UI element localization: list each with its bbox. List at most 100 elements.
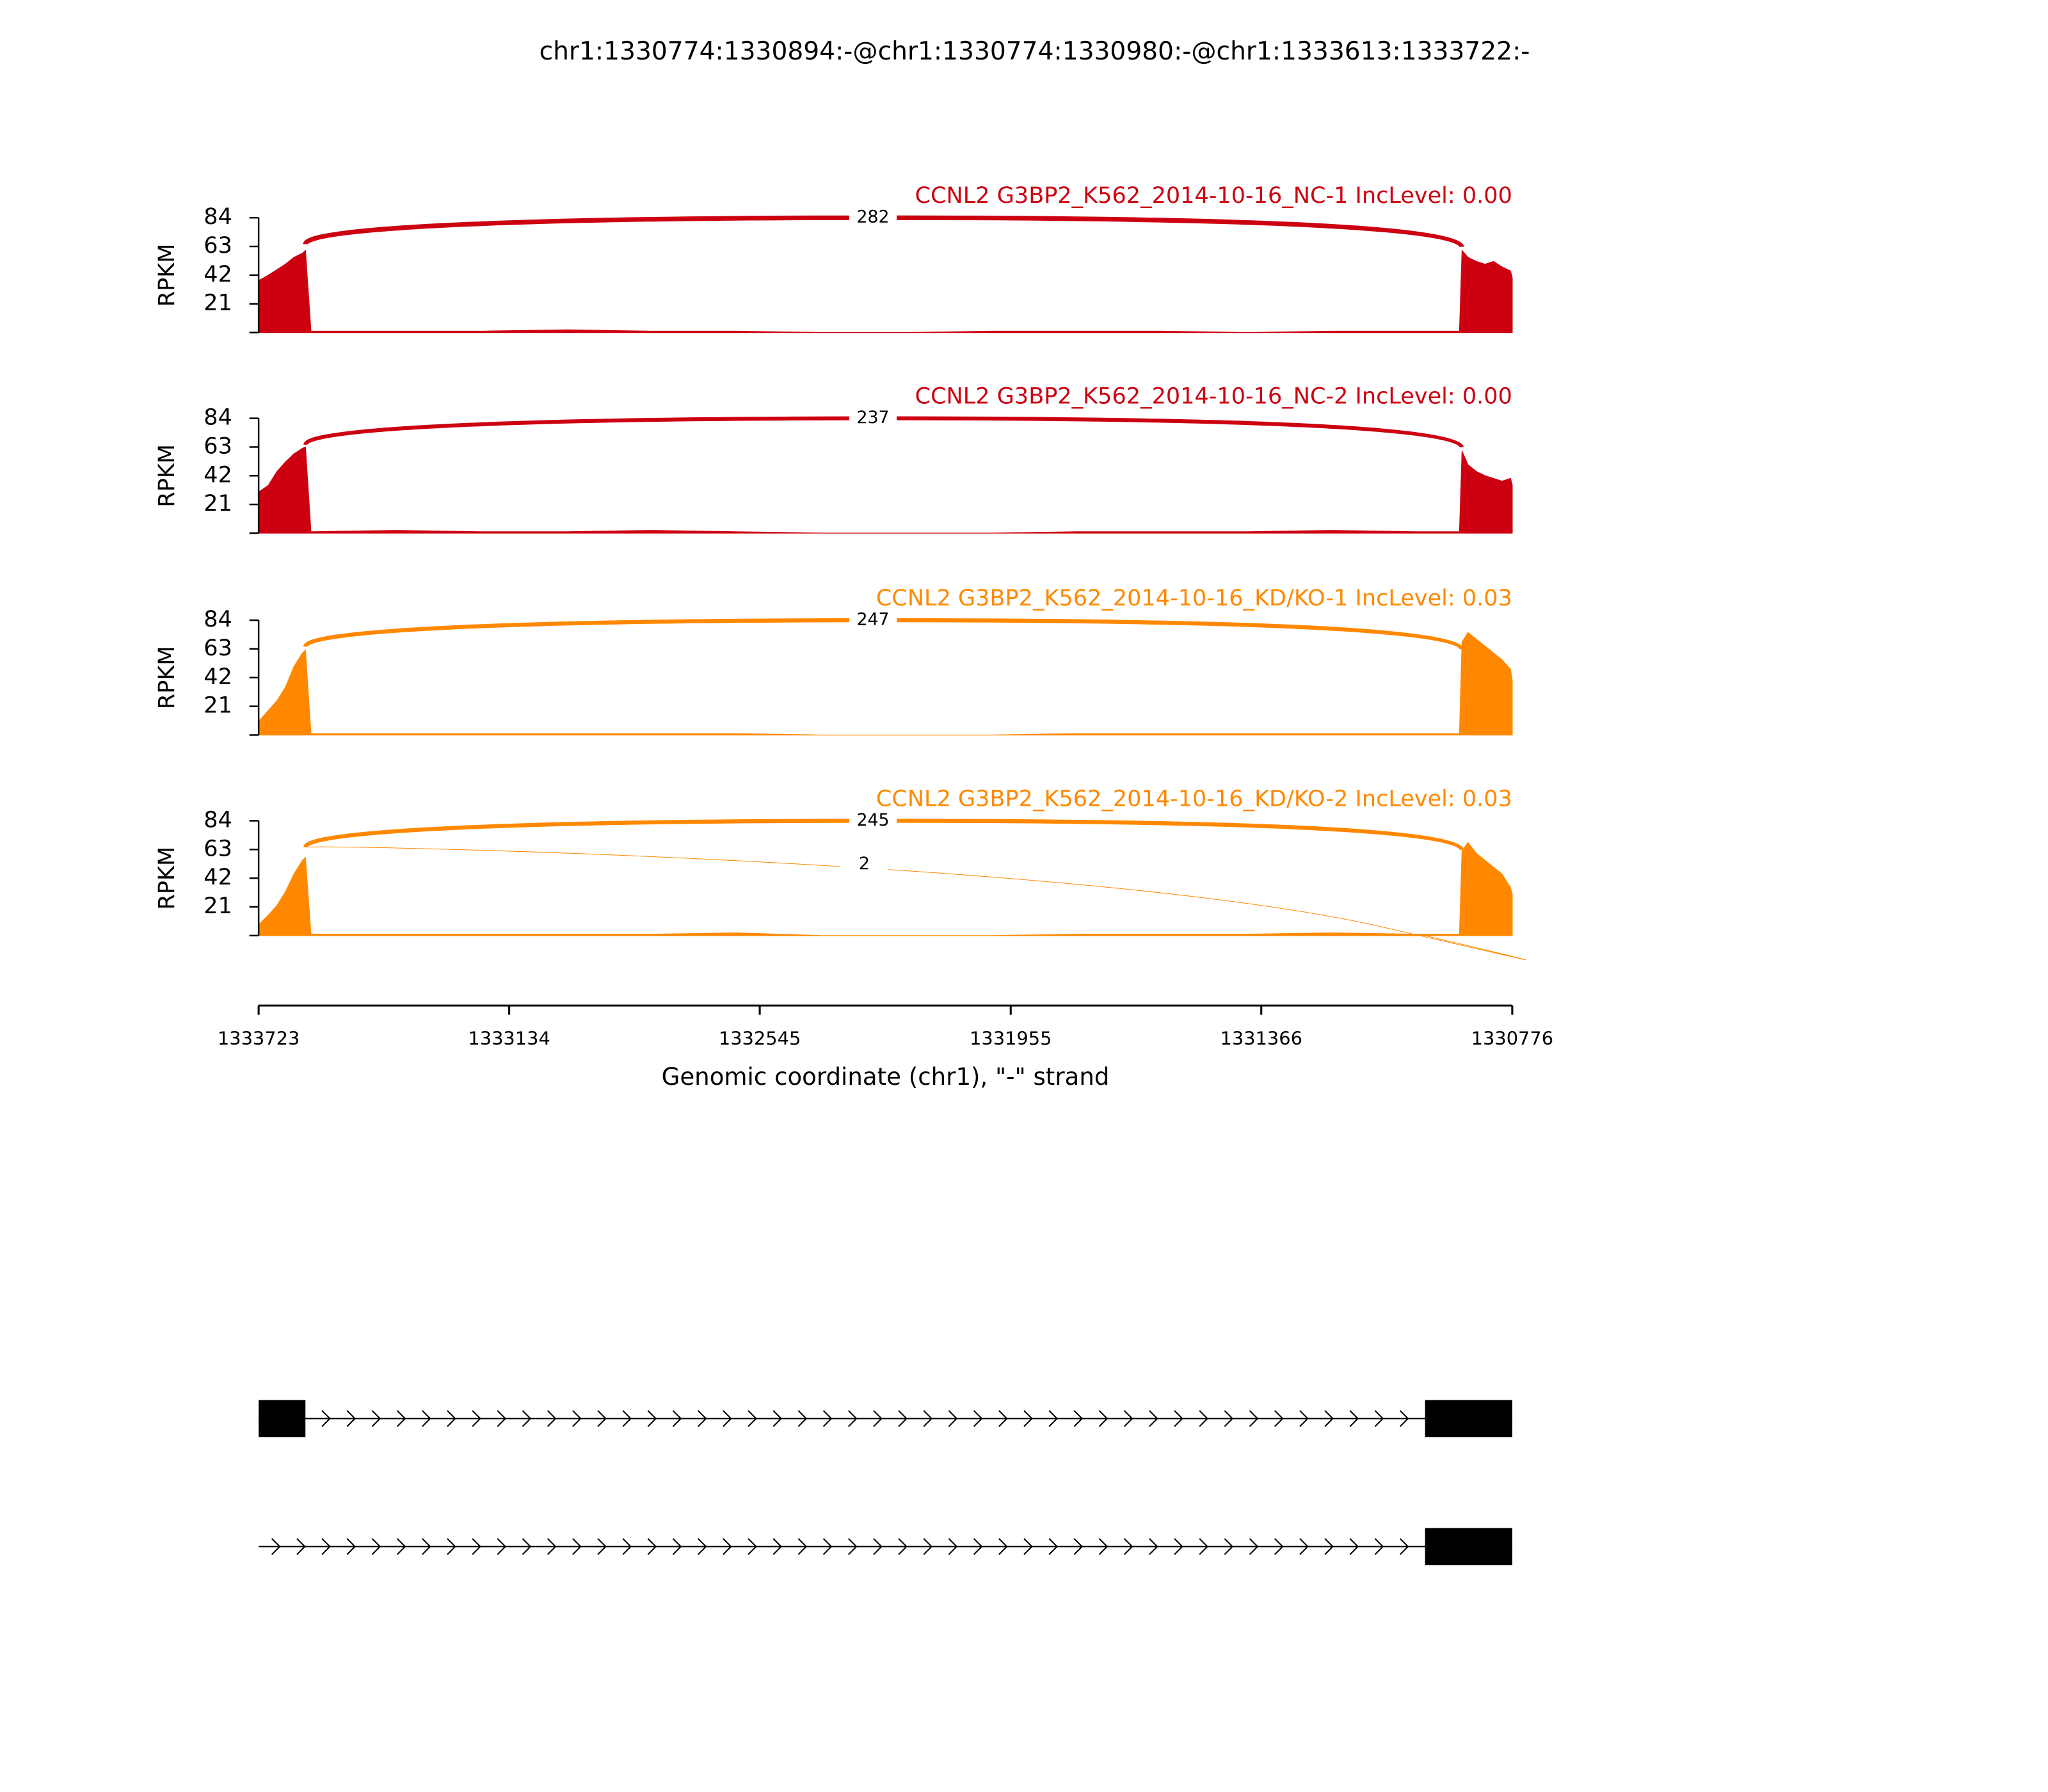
strand-arrow <box>1224 1538 1234 1555</box>
y-tick-label: 63 <box>204 433 232 459</box>
strand-arrow <box>998 1538 1008 1555</box>
strand-arrow <box>1023 1410 1033 1427</box>
strand-arrow <box>422 1538 431 1555</box>
strand-arrow <box>1048 1538 1059 1555</box>
panel-label: CCNL2 G3BP2_K562_2014-10-16_NC-1 IncLeve… <box>915 182 1512 209</box>
strand-arrow <box>597 1538 607 1555</box>
y-tick-label: 42 <box>204 864 232 890</box>
coverage-area <box>258 632 1513 736</box>
y-axis-label: RPKM <box>154 444 180 508</box>
junction-label-bg <box>849 812 897 830</box>
strand-arrow <box>497 1410 507 1427</box>
strand-arrow <box>497 1538 507 1555</box>
strand-arrow <box>346 1410 356 1427</box>
strand-arrow <box>873 1410 883 1427</box>
junction-label: 245 <box>856 810 889 830</box>
strand-arrow <box>1224 1410 1234 1427</box>
strand-arrow <box>447 1410 456 1427</box>
junction-arc <box>305 846 1526 961</box>
junction-label: 2 <box>859 854 870 874</box>
strand-arrow <box>1399 1538 1409 1555</box>
strand-arrow <box>1149 1410 1158 1427</box>
strand-arrow <box>1324 1410 1334 1427</box>
coverage-area <box>258 446 1513 534</box>
strand-arrow <box>371 1410 381 1427</box>
strand-arrow <box>998 1410 1008 1427</box>
strand-arrow <box>1299 1538 1309 1555</box>
strand-arrow <box>923 1538 933 1555</box>
y-tick-label: 63 <box>204 232 232 259</box>
strand-arrow <box>1249 1538 1259 1555</box>
strand-arrow <box>1048 1410 1059 1427</box>
strand-arrow <box>1299 1410 1309 1427</box>
y-axis-label: RPKM <box>154 244 180 307</box>
strand-arrow <box>1098 1538 1108 1555</box>
junction-label: 237 <box>856 408 889 428</box>
strand-arrow <box>1374 1538 1384 1555</box>
strand-arrow <box>1274 1538 1284 1555</box>
strand-arrow <box>1073 1410 1084 1427</box>
strand-arrow <box>898 1538 908 1555</box>
junction-label-bg <box>849 208 897 227</box>
strand-arrow <box>396 1538 406 1555</box>
y-tick-label: 21 <box>204 692 232 719</box>
strand-arrow <box>572 1410 582 1427</box>
strand-arrow <box>697 1538 707 1555</box>
strand-arrow <box>697 1410 707 1427</box>
strand-arrow <box>1149 1538 1158 1555</box>
y-tick-label: 42 <box>204 664 232 690</box>
strand-arrow <box>1399 1410 1409 1427</box>
strand-arrow <box>622 1410 632 1427</box>
x-tick-label: 1333134 <box>468 1028 550 1050</box>
x-tick-label: 1330776 <box>1471 1028 1554 1050</box>
exon <box>1425 1400 1512 1437</box>
y-tick-label: 21 <box>204 290 232 316</box>
strand-arrow <box>1174 1538 1183 1555</box>
panel-label: CCNL2 G3BP2_K562_2014-10-16_KD/KO-1 IncL… <box>876 585 1512 611</box>
strand-arrow <box>422 1410 431 1427</box>
strand-arrow <box>1199 1538 1209 1555</box>
x-tick-label: 1332545 <box>719 1028 801 1050</box>
strand-arrow <box>447 1538 456 1555</box>
y-tick-label: 42 <box>204 261 232 287</box>
strand-arrow <box>472 1410 481 1427</box>
strand-arrow <box>522 1410 532 1427</box>
strand-arrow <box>572 1538 582 1555</box>
panel-label: CCNL2 G3BP2_K562_2014-10-16_KD/KO-2 IncL… <box>876 785 1512 812</box>
strand-arrow <box>923 1410 933 1427</box>
y-tick-label: 63 <box>204 635 232 661</box>
strand-arrow <box>672 1410 682 1427</box>
x-tick-label: 1333723 <box>218 1028 300 1050</box>
strand-arrow <box>321 1538 331 1555</box>
y-tick-label: 42 <box>204 461 232 488</box>
chart-title: chr1:1330774:1330894:-@chr1:1330774:1330… <box>540 37 1530 66</box>
exon <box>259 1400 306 1437</box>
strand-arrow <box>346 1538 356 1555</box>
strand-arrow <box>547 1538 557 1555</box>
strand-arrow <box>822 1538 833 1555</box>
strand-arrow <box>1274 1410 1284 1427</box>
strand-arrow <box>973 1410 983 1427</box>
strand-arrow <box>1249 1410 1259 1427</box>
x-tick-label: 1331955 <box>970 1028 1052 1050</box>
y-tick-label: 84 <box>204 606 232 632</box>
strand-arrow <box>848 1538 858 1555</box>
strand-arrow <box>948 1410 958 1427</box>
strand-arrow <box>1023 1538 1033 1555</box>
strand-arrow <box>1349 1538 1359 1555</box>
coverage-area <box>258 842 1513 936</box>
strand-arrow <box>1174 1410 1183 1427</box>
strand-arrow <box>647 1538 657 1555</box>
panel-label: CCNL2 G3BP2_K562_2014-10-16_NC-2 IncLeve… <box>915 383 1512 410</box>
strand-arrow <box>822 1410 833 1427</box>
x-tick-label: 1331366 <box>1220 1028 1302 1050</box>
strand-arrow <box>1324 1538 1334 1555</box>
strand-arrow <box>1098 1410 1108 1427</box>
exon <box>1425 1528 1512 1565</box>
coverage-area <box>258 249 1513 333</box>
y-tick-label: 84 <box>204 204 232 230</box>
strand-arrow <box>622 1538 632 1555</box>
y-tick-label: 21 <box>204 490 232 516</box>
